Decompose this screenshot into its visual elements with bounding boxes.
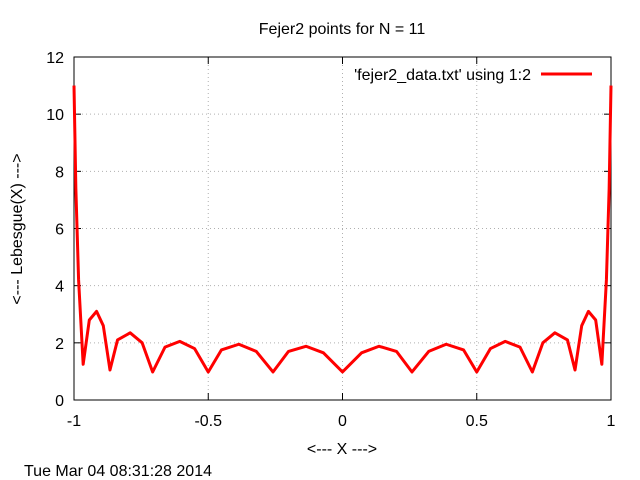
y-tick-label: 10 <box>46 107 64 124</box>
legend-label: 'fejer2_data.txt' using 1:2 <box>354 67 531 84</box>
x-tick-label: 1 <box>607 413 616 430</box>
x-tick-label: -0.5 <box>194 413 222 430</box>
timestamp: Tue Mar 04 08:31:28 2014 <box>24 463 212 480</box>
y-tick-label: 12 <box>46 50 64 67</box>
chart-title: Fejer2 points for N = 11 <box>259 21 426 38</box>
y-axis-label: <--- Lebesgue(X) ---> <box>9 153 26 304</box>
legend: 'fejer2_data.txt' using 1:2 <box>354 67 592 84</box>
x-tick-label: -1 <box>67 413 81 430</box>
y-tick-label: 0 <box>55 393 64 410</box>
y-tick-label: 6 <box>55 222 64 239</box>
lebesgue-series-line <box>72 85 613 374</box>
x-tick-label: 0 <box>338 413 347 430</box>
y-tick-label: 2 <box>55 336 64 353</box>
x-axis-label: <--- X ---> <box>307 441 377 458</box>
grid-lines <box>74 57 611 400</box>
y-tick-label: 4 <box>55 279 64 296</box>
x-tick-label: 0.5 <box>466 413 488 430</box>
y-tick-label: 8 <box>55 164 64 181</box>
